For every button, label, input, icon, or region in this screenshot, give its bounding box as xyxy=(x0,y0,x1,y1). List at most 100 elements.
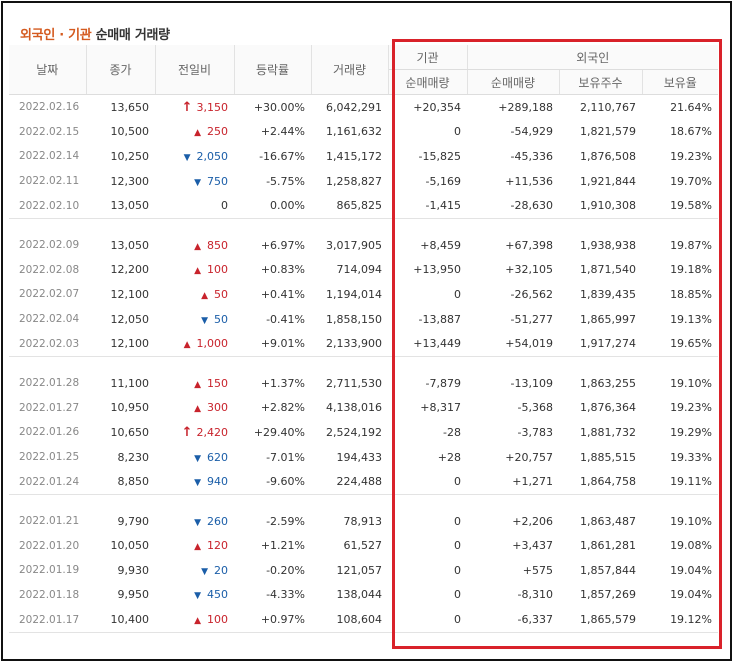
change-cell: ▼ 450 xyxy=(155,583,234,608)
rate-cell: +2.82% xyxy=(260,401,305,415)
change-value: 2,420 xyxy=(196,425,229,439)
up-triangle-icon: ▲ xyxy=(194,616,201,627)
holdings-cell: 1,921,844 xyxy=(580,174,636,188)
volume-cell: 1,258,827 xyxy=(326,174,382,188)
up-triangle-icon: ▲ xyxy=(194,404,201,415)
holdings-cell: 1,876,364 xyxy=(580,401,636,415)
inst-cell: 0 xyxy=(388,607,467,633)
change-value: 450 xyxy=(207,588,228,602)
up-triangle-icon: ▲ xyxy=(194,266,201,277)
change-value: 3,150 xyxy=(196,100,229,114)
inst-cell: 0 xyxy=(454,539,461,553)
close-cell: 10,650 xyxy=(110,425,150,439)
volume-cell: 224,488 xyxy=(311,469,388,495)
volume-cell: 1,194,014 xyxy=(326,287,382,301)
holdings-cell: 1,938,938 xyxy=(580,238,636,252)
table-row: 2022.02.15 10,500 ▲ 250 +2.44% 1,161,632 0 -54,… xyxy=(9,120,718,145)
volume-cell: 194,433 xyxy=(336,450,383,464)
table-body: 2022.02.16 13,650 ↑ 3,150 +30.00% 6,042,291 +2… xyxy=(9,95,719,633)
change-cell: ▲ 120 xyxy=(155,534,234,559)
ratio-cell: 19.04% xyxy=(670,588,713,602)
foreign-cell: +1,271 xyxy=(467,469,559,495)
change-cell: ▲ 100 xyxy=(155,258,234,283)
volume-cell: 61,527 xyxy=(343,539,383,553)
change-cell: ↑ 3,150 xyxy=(155,95,234,120)
rate-cell: +0.41% xyxy=(260,287,305,301)
down-triangle-icon: ▼ xyxy=(194,517,201,528)
date-cell: 2022.01.19 xyxy=(19,564,80,577)
inst-cell: -15,825 xyxy=(418,149,461,163)
change-cell: ▼ 2,050 xyxy=(155,144,234,169)
foreign-cell: -45,336 xyxy=(510,149,553,163)
close-cell: 11,100 xyxy=(110,376,150,390)
rate-cell: +0.97% xyxy=(234,607,311,633)
table-row: 2022.02.10 13,050 0 0.00% 865,825 -1,415 -28,6… xyxy=(9,193,719,219)
change-value: 150 xyxy=(207,376,228,390)
volume-cell: 865,825 xyxy=(311,193,388,219)
ratio-cell: 19.04% xyxy=(670,563,713,577)
down-triangle-icon: ▼ xyxy=(201,315,208,326)
rate-cell: -7.01% xyxy=(266,450,305,464)
change-cell: ▼ 20 xyxy=(155,558,234,583)
inst-cell: +8,317 xyxy=(420,401,461,415)
change-cell: ▲ 850 xyxy=(155,233,234,258)
date-cell: 2022.02.08 xyxy=(19,263,80,276)
ratio-cell: 19.87% xyxy=(670,238,713,252)
holdings-cell: 1,857,844 xyxy=(580,563,636,577)
inst-cell: -28 xyxy=(443,425,461,439)
foreign-cell: +575 xyxy=(522,563,553,577)
inst-cell: 0 xyxy=(454,125,461,139)
foreign-cell: -54,929 xyxy=(510,125,553,139)
table-row: 2022.02.09 13,050 ▲ 850 +6.97% 3,017,905 +8,45… xyxy=(9,233,718,258)
header-close: 종가 xyxy=(86,45,156,95)
rate-cell: -0.20% xyxy=(266,563,305,577)
title-accent: 외국인 · 기관 xyxy=(20,28,92,43)
change-value: 250 xyxy=(207,125,228,139)
rate-cell: +30.00% xyxy=(253,100,305,114)
foreign-cell: -26,562 xyxy=(510,287,553,301)
ratio-cell: 19.13% xyxy=(670,312,713,326)
inst-cell: +28 xyxy=(437,450,461,464)
change-cell: ▼ 50 xyxy=(155,307,234,332)
volume-cell: 108,604 xyxy=(311,607,388,633)
table-row: 2022.01.19 9,930 ▼ 20 -0.20% 121,057 0 +575 1,85… xyxy=(9,558,718,583)
close-cell: 12,050 xyxy=(110,312,150,326)
holdings-cell: 1,821,579 xyxy=(580,125,636,139)
ratio-cell: 18.85% xyxy=(670,287,713,301)
ratio-cell: 19.08% xyxy=(670,539,713,553)
change-value: 300 xyxy=(207,401,228,415)
close-cell: 8,850 xyxy=(86,469,155,495)
rate-cell: +9.01% xyxy=(234,331,311,357)
close-cell: 10,050 xyxy=(110,539,150,553)
down-triangle-icon: ▼ xyxy=(201,566,208,577)
ratio-cell: 19.23% xyxy=(670,401,713,415)
date-cell: 2022.01.21 xyxy=(19,515,80,528)
header-holdings: 보유주수 xyxy=(559,69,643,95)
change-cell: ▲ 50 xyxy=(155,282,234,307)
change-cell: ▲ 150 xyxy=(155,371,234,396)
volume-cell: 2,524,192 xyxy=(326,425,382,439)
table-row: 2022.01.27 10,950 ▲ 300 +2.82% 4,138,016 +8,31… xyxy=(9,396,718,421)
table-row: 2022.02.04 12,050 ▼ 50 -0.41% 1,858,150 -13,88… xyxy=(9,307,718,332)
holdings-cell: 1,863,487 xyxy=(580,514,636,528)
ratio-cell: 19.70% xyxy=(670,174,713,188)
foreign-cell: -5,368 xyxy=(517,401,553,415)
holdings-cell: 1,864,758 xyxy=(559,469,642,495)
change-value: 100 xyxy=(207,613,228,627)
holdings-cell: 1,857,269 xyxy=(580,588,636,602)
table-row: 2022.02.08 12,200 ▲ 100 +0.83% 714,094 +13,950… xyxy=(9,258,718,283)
table-row: 2022.01.20 10,050 ▲ 120 +1.21% 61,527 0 +3,437 1… xyxy=(9,534,718,559)
down-triangle-icon: ▼ xyxy=(194,177,201,188)
date-cell: 2022.02.11 xyxy=(19,175,80,188)
holdings-cell: 1,865,997 xyxy=(580,312,636,326)
rate-cell: +2.44% xyxy=(260,125,305,139)
rate-cell: +0.83% xyxy=(260,263,305,277)
rate-cell: -4.33% xyxy=(266,588,305,602)
table-row: 2022.01.17 10,400 ▲ 100 +0.97% 108,604 0 -6,337… xyxy=(9,607,719,633)
close-cell: 9,950 xyxy=(117,588,150,602)
inst-cell: -5,169 xyxy=(425,174,461,188)
date-cell: 2022.02.09 xyxy=(19,239,80,252)
volume-cell: 1,858,150 xyxy=(326,312,382,326)
close-cell: 13,650 xyxy=(110,100,150,114)
change-value: 750 xyxy=(207,174,228,188)
